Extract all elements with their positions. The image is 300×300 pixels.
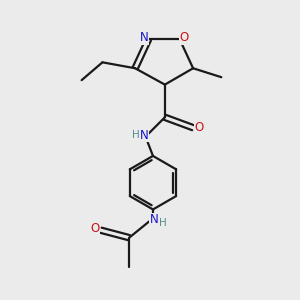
Text: N: N bbox=[140, 32, 148, 44]
Text: N: N bbox=[140, 129, 148, 142]
Text: H: H bbox=[132, 130, 140, 140]
Text: H: H bbox=[160, 218, 167, 228]
Text: O: O bbox=[90, 222, 100, 235]
Text: O: O bbox=[180, 32, 189, 44]
Text: O: O bbox=[194, 121, 204, 134]
Text: N: N bbox=[150, 213, 159, 226]
